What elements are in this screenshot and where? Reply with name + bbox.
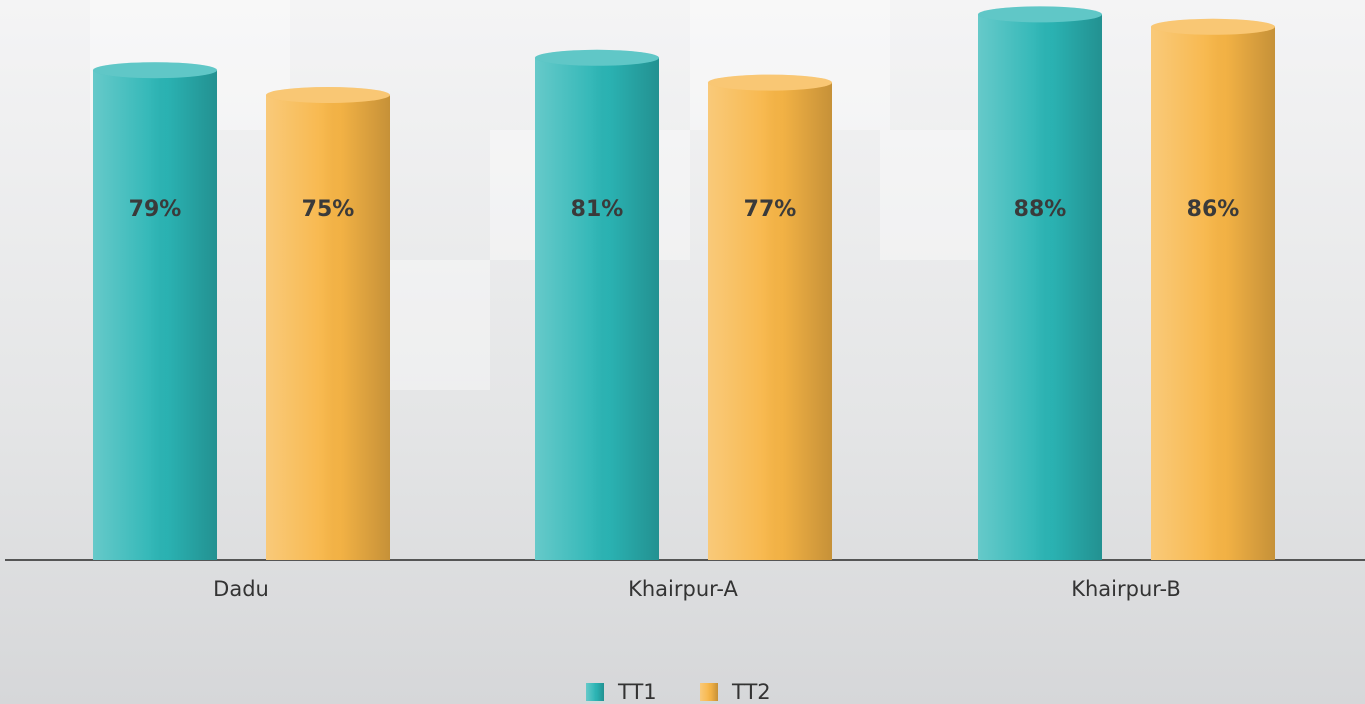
bar-shade	[93, 70, 217, 560]
value-label: 86%	[1187, 197, 1240, 222]
bar-top	[93, 62, 217, 79]
bar-shade	[978, 14, 1102, 560]
value-label: 88%	[1014, 197, 1067, 222]
x-tick-label: Dadu	[213, 577, 269, 601]
bar-top-highlight	[1151, 18, 1275, 35]
bar-top	[266, 87, 390, 103]
bar-shade	[535, 57, 659, 561]
legend-swatch-shade	[700, 683, 718, 701]
value-label: 75%	[302, 197, 355, 222]
value-label: 79%	[129, 197, 182, 222]
legend-swatch-shade	[586, 683, 604, 701]
legend-label: TT1	[617, 680, 657, 704]
x-tick-label: Khairpur-A	[628, 577, 738, 601]
value-label: 81%	[571, 197, 624, 222]
bar-top-highlight	[978, 6, 1102, 23]
x-tick-label: Khairpur-B	[1071, 577, 1181, 601]
value-label: 77%	[744, 197, 797, 222]
bar-shade	[708, 82, 832, 560]
bar-top-highlight	[93, 62, 217, 79]
bar-top-highlight	[266, 87, 390, 103]
bar-top	[535, 49, 659, 66]
legend-label: TT2	[731, 680, 771, 704]
bar-top	[708, 74, 832, 91]
bar-shade	[1151, 26, 1275, 561]
bar-shade	[266, 95, 390, 560]
bar-top	[978, 6, 1102, 23]
bar-top-highlight	[535, 49, 659, 66]
bar-top-highlight	[708, 74, 832, 91]
bar-top	[1151, 18, 1275, 35]
